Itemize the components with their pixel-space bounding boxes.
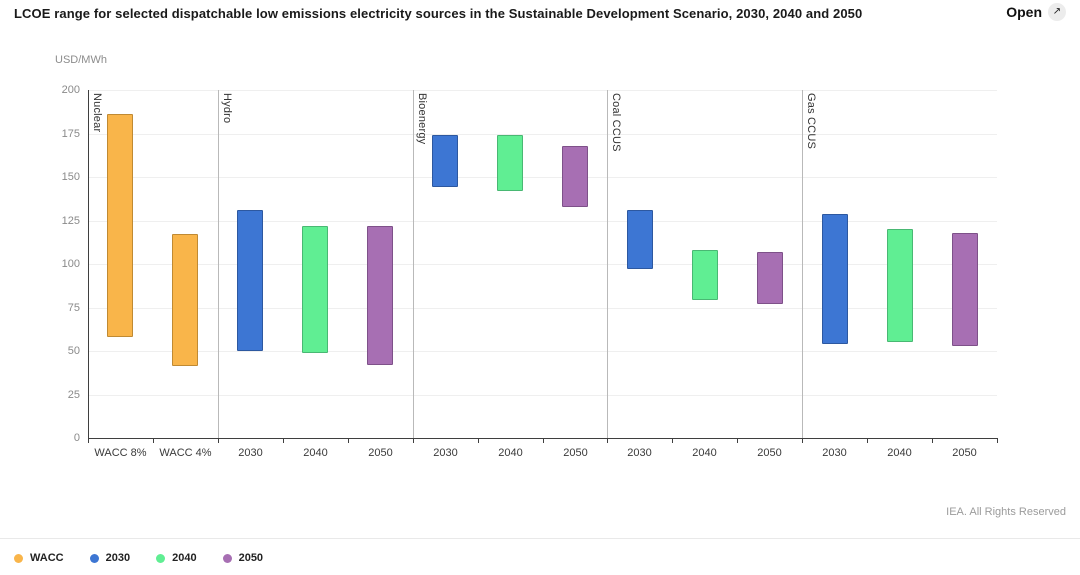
y-gridline bbox=[88, 395, 997, 396]
legend: WACC 2030 2040 2050 bbox=[14, 552, 263, 564]
x-category-label: 2030 bbox=[433, 447, 458, 459]
group-separator bbox=[607, 90, 608, 438]
x-axis-tick bbox=[802, 438, 803, 443]
x-category-label: 2030 bbox=[822, 447, 847, 459]
group-separator bbox=[413, 90, 414, 438]
bar-gas-ccus-2050[interactable] bbox=[952, 233, 978, 346]
chart-title: LCOE range for selected dispatchable low… bbox=[14, 6, 863, 21]
y-tick-label: 25 bbox=[67, 389, 80, 401]
bar-hydro-2040[interactable] bbox=[302, 226, 328, 353]
group-label: Bioenergy bbox=[416, 93, 428, 145]
y-gridline bbox=[88, 308, 997, 309]
y-axis-unit-label: USD/MWh bbox=[55, 54, 107, 66]
external-link-icon: ↗ bbox=[1048, 3, 1066, 21]
x-category-label: 2040 bbox=[303, 447, 328, 459]
x-category-label: WACC 4% bbox=[159, 447, 212, 459]
group-label: Nuclear bbox=[91, 93, 103, 133]
x-axis-tick bbox=[218, 438, 219, 443]
group-separator bbox=[802, 90, 803, 438]
x-category-label: 2040 bbox=[692, 447, 717, 459]
x-category-label: 2030 bbox=[627, 447, 652, 459]
legend-item-wacc[interactable]: WACC bbox=[14, 552, 64, 564]
group-label: Hydro bbox=[221, 93, 233, 124]
x-axis-tick bbox=[607, 438, 608, 443]
y-tick-label: 0 bbox=[73, 432, 80, 444]
y-gridline bbox=[88, 264, 997, 265]
legend-dot-icon bbox=[89, 553, 99, 563]
group-label: Gas CCUS bbox=[805, 93, 817, 149]
bar-bioenergy-2040[interactable] bbox=[497, 135, 523, 191]
x-category-label: 2050 bbox=[757, 447, 782, 459]
bar-coal-ccus-2030[interactable] bbox=[627, 210, 653, 269]
bar-bioenergy-2030[interactable] bbox=[432, 135, 458, 187]
x-axis-tick bbox=[153, 438, 154, 443]
bar-hydro-2030[interactable] bbox=[237, 210, 263, 351]
bar-gas-ccus-2030[interactable] bbox=[822, 214, 848, 344]
footer-divider bbox=[0, 538, 1080, 539]
x-category-label: 2040 bbox=[887, 447, 912, 459]
y-tick-label: 50 bbox=[67, 345, 80, 357]
x-axis-tick bbox=[283, 438, 284, 443]
x-category-label: WACC 8% bbox=[94, 447, 147, 459]
x-category-label: 2050 bbox=[952, 447, 977, 459]
x-axis-tick bbox=[348, 438, 349, 443]
chart-header: LCOE range for selected dispatchable low… bbox=[0, 0, 1080, 30]
legend-item-label: WACC bbox=[30, 552, 64, 564]
x-axis-tick bbox=[932, 438, 933, 443]
x-axis-tick bbox=[543, 438, 544, 443]
open-button-label: Open bbox=[1006, 4, 1042, 20]
bar-coal-ccus-2050[interactable] bbox=[757, 252, 783, 304]
group-separator bbox=[218, 90, 219, 438]
x-axis-tick bbox=[997, 438, 998, 443]
x-axis-tick bbox=[867, 438, 868, 443]
legend-item-2030[interactable]: 2030 bbox=[89, 552, 131, 564]
x-axis-line bbox=[88, 438, 997, 439]
x-axis-tick bbox=[672, 438, 673, 443]
y-tick-label: 200 bbox=[61, 84, 80, 96]
bar-coal-ccus-2040[interactable] bbox=[692, 250, 718, 300]
legend-item-2050[interactable]: 2050 bbox=[222, 552, 264, 564]
bar-bioenergy-2050[interactable] bbox=[562, 146, 588, 207]
x-category-label: 2050 bbox=[368, 447, 393, 459]
x-category-label: 2050 bbox=[563, 447, 588, 459]
x-axis-tick bbox=[88, 438, 89, 443]
bar-nuclear-wacc-4%[interactable] bbox=[172, 234, 198, 366]
y-tick-label: 175 bbox=[61, 128, 80, 140]
x-axis-tick bbox=[413, 438, 414, 443]
bar-gas-ccus-2040[interactable] bbox=[887, 229, 913, 342]
bar-hydro-2050[interactable] bbox=[367, 226, 393, 365]
legend-dot-icon bbox=[222, 553, 232, 563]
legend-item-2040[interactable]: 2040 bbox=[156, 552, 197, 564]
y-gridline bbox=[88, 90, 997, 91]
y-gridline bbox=[88, 134, 997, 135]
legend-dot-icon bbox=[156, 553, 166, 563]
legend-item-label: 2030 bbox=[105, 552, 131, 564]
x-axis-tick bbox=[478, 438, 479, 443]
y-gridline bbox=[88, 177, 997, 178]
y-tick-label: 100 bbox=[61, 258, 80, 270]
y-gridline bbox=[88, 221, 997, 222]
x-category-label: 2040 bbox=[498, 447, 523, 459]
open-button[interactable]: Open ↗ bbox=[1006, 3, 1066, 21]
legend-item-label: 2040 bbox=[172, 552, 197, 564]
group-label: Coal CCUS bbox=[610, 93, 622, 152]
legend-dot-icon bbox=[14, 553, 23, 563]
y-gridline bbox=[88, 351, 997, 352]
y-tick-label: 75 bbox=[67, 302, 80, 314]
x-axis-tick bbox=[737, 438, 738, 443]
y-tick-label: 150 bbox=[61, 171, 80, 183]
x-category-label: 2030 bbox=[238, 447, 263, 459]
legend-item-label: 2050 bbox=[238, 552, 264, 564]
bar-nuclear-wacc-8%[interactable] bbox=[107, 114, 133, 337]
copyright-text: IEA. All Rights Reserved bbox=[946, 506, 1066, 518]
y-axis-line bbox=[88, 90, 89, 439]
y-tick-label: 125 bbox=[61, 215, 80, 227]
